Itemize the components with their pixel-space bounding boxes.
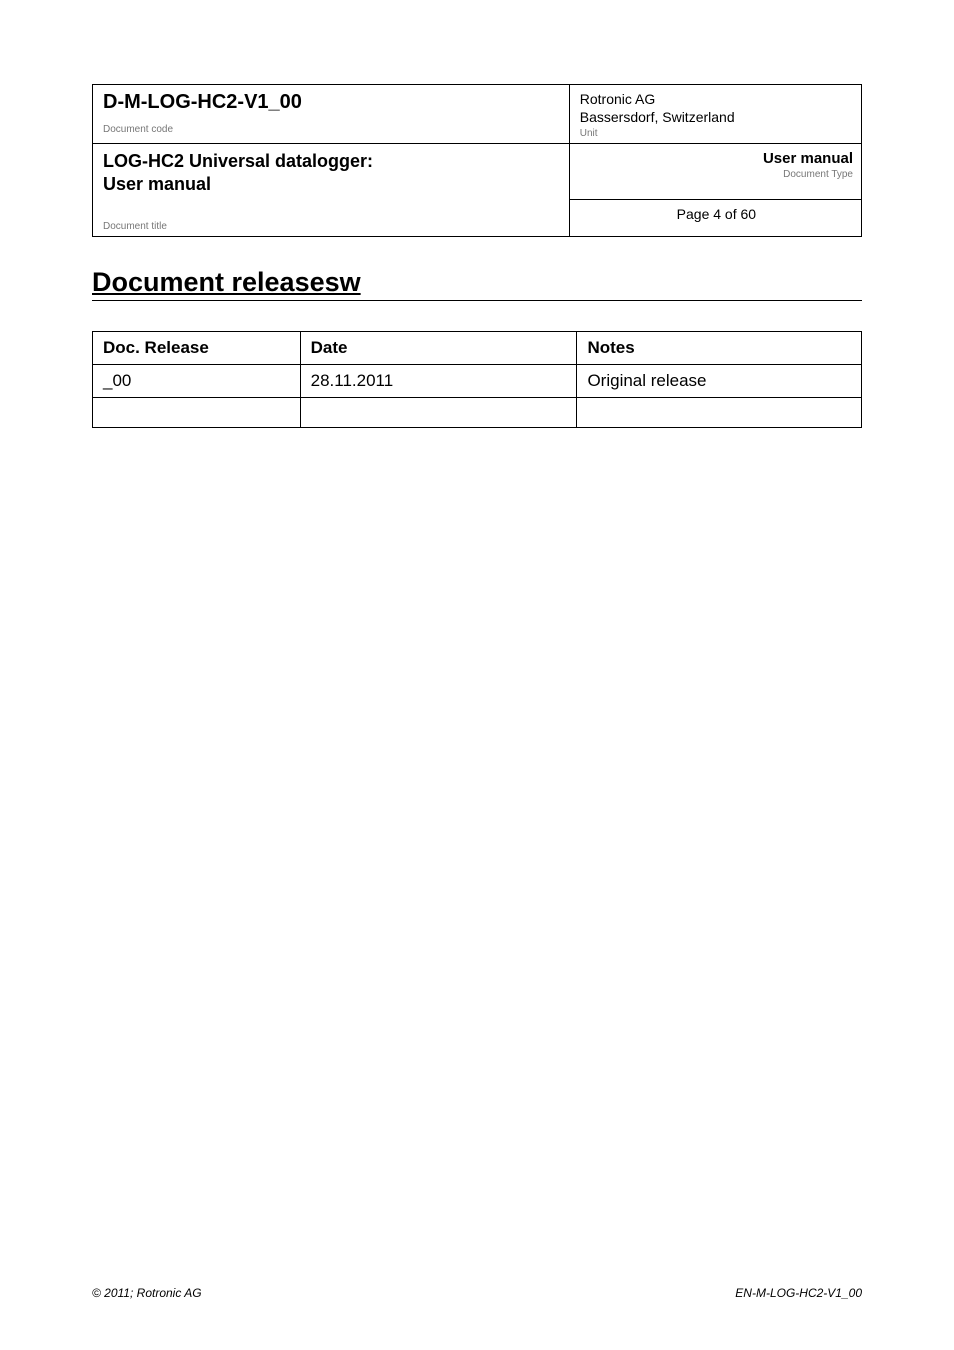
cell-date: 28.11.2011 xyxy=(300,365,577,398)
doc-title-line2: User manual xyxy=(103,173,561,196)
unit-label: Unit xyxy=(580,128,853,139)
cell-release xyxy=(93,398,301,428)
page-indicator: Page 4 of 60 xyxy=(569,200,861,237)
doc-title-line1: LOG-HC2 Universal datalogger: xyxy=(103,150,561,173)
table-header-row: Doc. Release Date Notes xyxy=(93,332,862,365)
footer-left: © 2011; Rotronic AG xyxy=(92,1286,202,1300)
col-header-notes: Notes xyxy=(577,332,862,365)
cell-notes xyxy=(577,398,862,428)
document-header-table: D-M-LOG-HC2-V1_00 Document code Rotronic… xyxy=(92,84,862,237)
doc-type-label: Document Type xyxy=(580,169,853,180)
company-line1: Rotronic AG xyxy=(580,91,853,109)
col-header-release: Doc. Release xyxy=(93,332,301,365)
doc-code-label: Document code xyxy=(103,124,561,135)
section-title: Document releasesw xyxy=(92,267,862,301)
doc-title-label: Document title xyxy=(103,221,561,232)
page-footer: © 2011; Rotronic AG EN-M-LOG-HC2-V1_00 xyxy=(92,1286,862,1300)
cell-notes: Original release xyxy=(577,365,862,398)
footer-right: EN-M-LOG-HC2-V1_00 xyxy=(735,1286,862,1300)
cell-release: _00 xyxy=(93,365,301,398)
cell-date xyxy=(300,398,577,428)
table-row xyxy=(93,398,862,428)
table-row: _00 28.11.2011 Original release xyxy=(93,365,862,398)
doc-type-value: User manual xyxy=(580,150,853,167)
releases-table: Doc. Release Date Notes _00 28.11.2011 O… xyxy=(92,331,862,428)
doc-code: D-M-LOG-HC2-V1_00 xyxy=(103,91,561,114)
company-line2: Bassersdorf, Switzerland xyxy=(580,109,853,127)
col-header-date: Date xyxy=(300,332,577,365)
